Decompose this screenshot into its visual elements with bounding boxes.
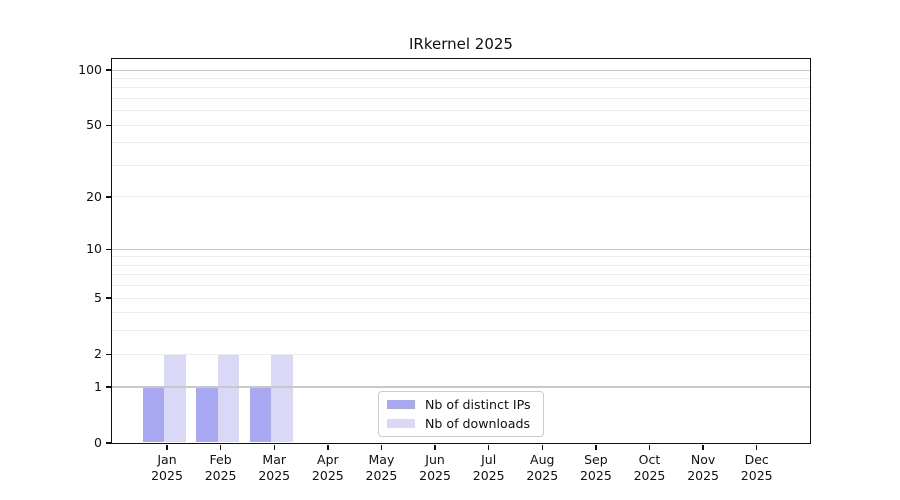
gridline <box>111 77 810 79</box>
legend-item-downloads: Nb of downloads <box>387 416 543 431</box>
y-tick-label: 20 <box>86 188 102 204</box>
gridline <box>111 196 810 198</box>
y-tick-label: 2 <box>94 346 102 362</box>
bar-distinct-ips <box>249 386 272 443</box>
y-tick-label: 10 <box>86 241 102 257</box>
gridline <box>111 256 810 258</box>
legend-label-distinct-ips: Nb of distinct IPs <box>425 397 531 412</box>
gridline <box>111 264 810 266</box>
gridline <box>111 124 810 126</box>
gridline <box>111 274 810 276</box>
bar-downloads <box>271 353 294 443</box>
x-tick <box>702 444 704 450</box>
gridline <box>111 164 810 166</box>
gridline <box>111 69 810 71</box>
y-tick <box>106 196 111 198</box>
bar-downloads <box>164 353 186 443</box>
legend-item-distinct-ips: Nb of distinct IPs <box>387 397 543 412</box>
legend: Nb of distinct IPs Nb of downloads <box>378 391 544 437</box>
x-tick-label: Nov 2025 <box>687 452 719 483</box>
x-tick <box>756 444 758 450</box>
x-tick-label: Sep 2025 <box>579 452 612 483</box>
gridline <box>111 330 810 332</box>
y-tick-label: 1 <box>94 378 102 394</box>
x-tick-label: Aug 2025 <box>526 452 559 483</box>
legend-swatch-downloads-icon <box>387 419 415 428</box>
legend-swatch-distinct-ips-icon <box>387 400 415 409</box>
y-tick <box>106 248 111 250</box>
x-tick <box>434 444 436 450</box>
x-tick <box>648 444 651 450</box>
x-tick <box>166 444 168 450</box>
x-tick-label: May 2025 <box>365 452 398 483</box>
x-tick-label: Oct 2025 <box>633 452 666 483</box>
legend-label-downloads: Nb of downloads <box>425 416 531 431</box>
x-tick-label: Dec 2025 <box>740 452 773 483</box>
x-tick-label: Mar 2025 <box>258 452 291 483</box>
x-tick-label: Jan 2025 <box>151 452 183 483</box>
gridline <box>111 312 810 314</box>
x-tick <box>273 444 275 450</box>
chart-title: IRkernel 2025 <box>409 35 513 53</box>
gridline <box>111 97 810 99</box>
y-tick <box>106 124 111 126</box>
gridline <box>111 353 810 355</box>
y-tick-label: 100 <box>78 62 102 77</box>
x-tick <box>541 444 543 450</box>
bar-distinct-ips <box>196 386 218 443</box>
x-tick <box>487 444 490 450</box>
x-tick-label: Feb 2025 <box>204 452 237 483</box>
x-tick <box>380 444 383 450</box>
x-tick <box>219 444 222 450</box>
gridline <box>111 386 810 388</box>
x-tick <box>327 444 329 450</box>
y-tick <box>106 69 111 71</box>
gridline <box>111 285 810 287</box>
gridline <box>111 297 810 299</box>
y-tick <box>106 353 111 355</box>
y-tick <box>106 297 111 299</box>
x-tick-label: Apr 2025 <box>311 452 344 483</box>
y-tick <box>106 386 111 388</box>
y-tick-label: 5 <box>94 290 102 306</box>
bar-downloads <box>217 353 240 443</box>
plot-area <box>110 57 811 444</box>
bar-distinct-ips <box>142 386 165 443</box>
gridline <box>111 110 810 112</box>
x-tick <box>595 444 597 450</box>
y-tick-label: 50 <box>86 117 102 133</box>
x-tick-label: Jun 2025 <box>419 452 451 483</box>
gridline <box>111 248 810 250</box>
y-tick <box>106 442 111 444</box>
y-tick-label: 0 <box>94 435 102 450</box>
x-tick-label: Jul 2025 <box>472 452 505 483</box>
gridline <box>111 87 810 89</box>
gridline <box>111 142 810 144</box>
